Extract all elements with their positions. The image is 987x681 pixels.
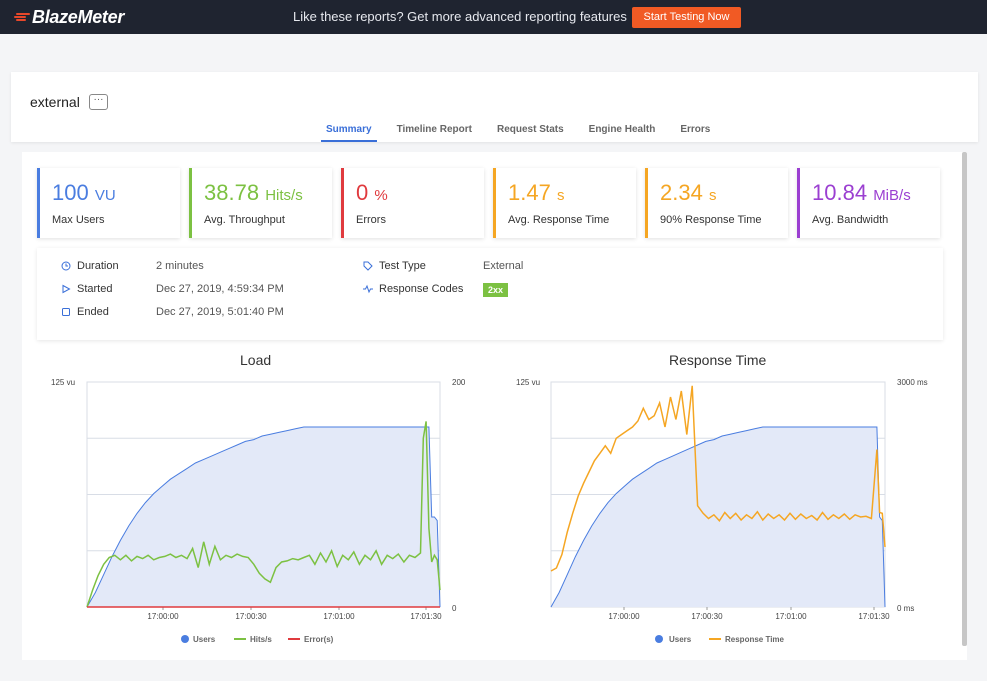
kpi-label: Avg. Bandwidth — [812, 214, 889, 226]
x-tick: 17:00:00 — [608, 612, 640, 621]
started-row: Started — [61, 283, 112, 295]
x-tick: 17:01:00 — [323, 612, 355, 621]
test-type-label: Test Type — [379, 260, 426, 272]
plot-area — [550, 381, 886, 610]
test-info-panel: Duration 2 minutes Started Dec 27, 2019,… — [37, 248, 943, 340]
kpi-avg-bandwidth: 10.84 MiB/s Avg. Bandwidth — [797, 168, 940, 238]
kpi-value: 2.34 — [660, 180, 703, 205]
kpi-label: Errors — [356, 214, 386, 226]
ended-row: Ended — [61, 306, 109, 318]
play-icon — [62, 284, 71, 294]
kpi-label: Avg. Throughput — [204, 214, 285, 226]
kpi-value: 1.47 — [508, 180, 551, 205]
legend: Users Response Time — [655, 635, 785, 644]
kpi-value: 100 — [52, 180, 89, 205]
promo-text: Like these reports? Get more advanced re… — [293, 9, 627, 24]
kpi-value: 0 — [356, 180, 369, 205]
kpi-unit: s — [708, 187, 717, 204]
legend-hits-label[interactable]: Hits/s — [250, 635, 272, 644]
kpi-errors: 0 % Errors — [341, 168, 484, 238]
y-right-tick-bottom: 0 — [452, 604, 457, 613]
kpi-unit: % — [374, 187, 388, 204]
response-code-badge[interactable]: 2xx — [483, 283, 509, 297]
kpi-90-response-time: 2.34 s 90% Response Time — [645, 168, 788, 238]
kpi-value: 38.78 — [204, 180, 260, 205]
legend-response-label[interactable]: Response Time — [725, 635, 785, 644]
y-right-tick-top: 200 — [452, 378, 466, 387]
x-tick: 17:00:30 — [235, 612, 267, 621]
report-header: external ··· Summary Timeline Report Req… — [11, 72, 978, 142]
y-left-tick: 125 vu — [516, 378, 540, 387]
legend-users-marker — [655, 635, 663, 643]
response-codes-row: Response Codes — [363, 283, 463, 295]
started-value: Dec 27, 2019, 4:59:34 PM — [156, 283, 284, 295]
ended-label: Ended — [77, 306, 109, 318]
start-testing-button[interactable]: Start Testing Now — [632, 7, 741, 28]
legend-users-label[interactable]: Users — [193, 635, 216, 644]
duration-row: Duration — [61, 260, 119, 272]
response-time-series-line — [550, 385, 886, 572]
test-type-value: External — [483, 260, 524, 272]
tab-summary[interactable]: Summary — [321, 124, 377, 142]
load-chart-title: Load — [240, 352, 272, 368]
x-tick: 17:01:00 — [775, 612, 807, 621]
users-series-line — [550, 426, 886, 608]
kpi-value: 10.84 — [812, 180, 868, 205]
tab-request-stats[interactable]: Request Stats — [496, 124, 564, 135]
y-left-tick: 125 vu — [51, 378, 75, 387]
kpi-unit: MiB/s — [873, 187, 911, 204]
pulse-icon — [363, 284, 373, 294]
y-right-tick-top: 3000 ms — [897, 378, 928, 387]
logo-mark-icon — [14, 11, 30, 23]
report-tabs: Summary Timeline Report Request Stats En… — [321, 124, 730, 142]
users-series-line — [86, 426, 441, 608]
tab-timeline-report[interactable]: Timeline Report — [396, 124, 472, 135]
y-right-tick-bottom: 0 ms — [897, 604, 914, 613]
scrollbar[interactable] — [962, 152, 967, 646]
kpi-label: Avg. Response Time — [508, 214, 610, 226]
hits-s-series-line — [86, 421, 441, 608]
legend-users-marker — [181, 635, 189, 643]
x-tick: 17:00:00 — [147, 612, 179, 621]
users-area — [551, 427, 885, 607]
legend: Users Hits/s Error(s) — [181, 635, 334, 644]
tab-errors[interactable]: Errors — [680, 124, 711, 135]
more-options-button[interactable]: ··· — [89, 94, 108, 110]
legend-users-label[interactable]: Users — [669, 635, 692, 644]
clock-icon — [61, 261, 71, 271]
test-name: external — [30, 94, 80, 110]
x-tick: 17:01:30 — [410, 612, 442, 621]
response-codes-label: Response Codes — [379, 283, 464, 295]
kpi-unit: s — [556, 187, 565, 204]
users-area — [87, 427, 440, 607]
blazemeter-logo[interactable]: BlazeMeter — [14, 6, 124, 28]
ended-value: Dec 27, 2019, 5:01:40 PM — [156, 306, 284, 318]
kpi-max-users: 100 VU Max Users — [37, 168, 180, 238]
top-bar: BlazeMeter Like these reports? Get more … — [0, 0, 987, 34]
duration-value: 2 minutes — [156, 260, 204, 272]
tab-engine-health[interactable]: Engine Health — [588, 124, 656, 135]
stop-icon — [62, 308, 70, 316]
response-chart-title: Response Time — [669, 352, 767, 368]
started-label: Started — [77, 283, 113, 295]
tag-icon — [363, 261, 373, 271]
load-chart: 125 vu 200 0 17:00:00 17:00:30 17:01:00 … — [51, 378, 466, 644]
kpi-label: Max Users — [52, 214, 105, 226]
duration-label: Duration — [77, 260, 119, 272]
kpi-avg-response-time: 1.47 s Avg. Response Time — [493, 168, 636, 238]
x-tick: 17:00:30 — [691, 612, 723, 621]
test-type-row: Test Type — [363, 260, 426, 272]
x-tick: 17:01:30 — [858, 612, 890, 621]
kpi-avg-throughput: 38.78 Hits/s Avg. Throughput — [189, 168, 332, 238]
kpi-unit: VU — [94, 187, 116, 204]
legend-errors-label[interactable]: Error(s) — [304, 635, 334, 644]
logo-text: BlazeMeter — [32, 6, 125, 27]
kpi-unit: Hits/s — [265, 187, 303, 204]
response-time-chart: 125 vu 3000 ms 0 ms 17:00:00 17:00:30 17… — [516, 378, 928, 644]
kpi-label: 90% Response Time — [660, 214, 762, 226]
plot-area — [86, 381, 441, 610]
